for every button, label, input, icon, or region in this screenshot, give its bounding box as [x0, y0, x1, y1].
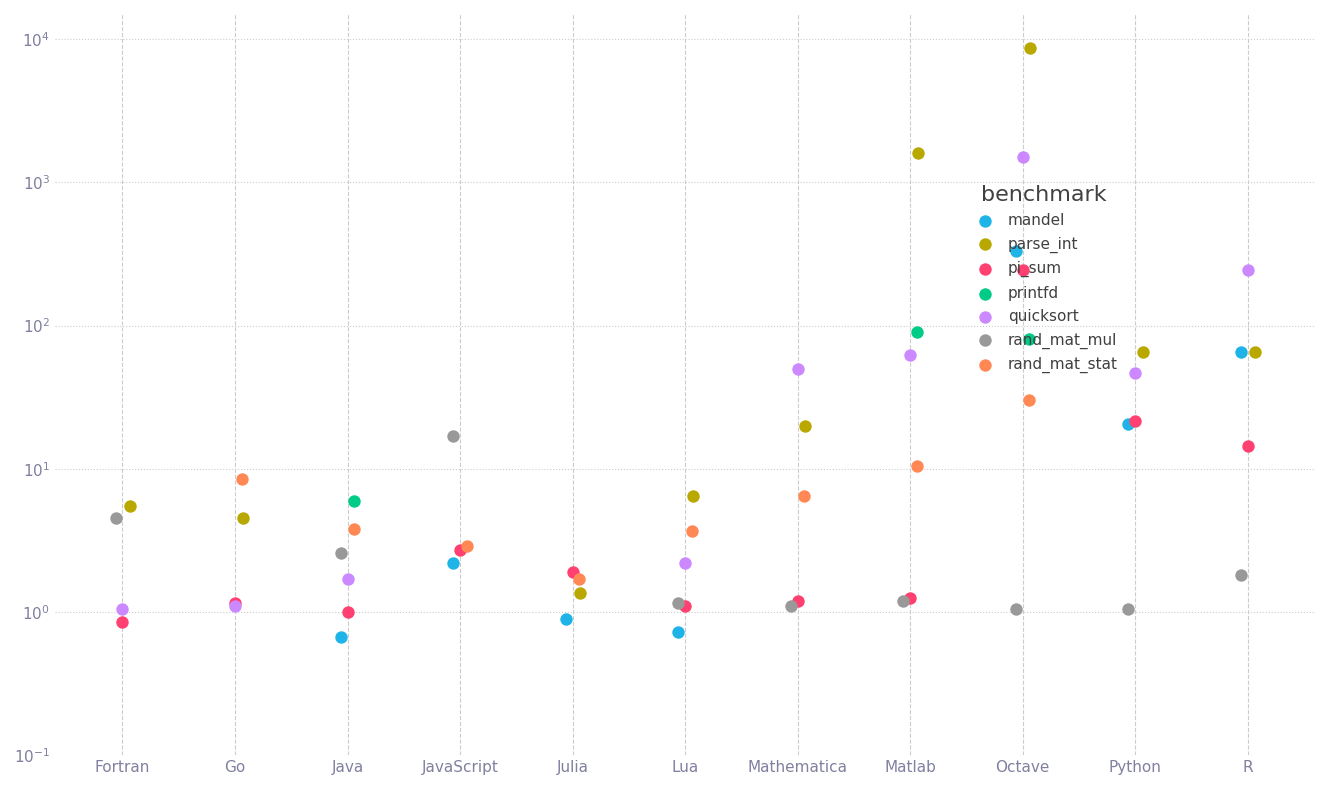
rand_mat_mul	[893, 594, 914, 607]
pi_sum	[900, 592, 921, 604]
rand_mat_mul	[1231, 569, 1252, 581]
Legend: mandel, parse_int, pi_sum, printfd, quicksort, rand_mat_mul, rand_mat_stat: mandel, parse_int, pi_sum, printfd, quic…	[970, 185, 1118, 373]
parse_int	[795, 420, 816, 432]
rand_mat_mul	[330, 546, 351, 559]
pi_sum	[1237, 439, 1259, 452]
rand_mat_stat	[456, 540, 477, 552]
pi_sum	[562, 566, 583, 578]
mandel	[1005, 245, 1026, 258]
parse_int	[570, 587, 591, 600]
pi_sum	[449, 544, 470, 556]
pi_sum	[787, 594, 808, 607]
parse_int	[682, 489, 703, 502]
rand_mat_mul	[1005, 603, 1026, 615]
rand_mat_mul	[105, 512, 126, 525]
mandel	[667, 626, 688, 639]
printfd	[1019, 333, 1041, 346]
pi_sum	[1011, 264, 1033, 276]
pi_sum	[336, 606, 358, 619]
quicksort	[900, 349, 921, 361]
pi_sum	[674, 600, 695, 612]
quicksort	[225, 600, 246, 612]
pi_sum	[1124, 415, 1146, 428]
rand_mat_mul	[443, 429, 464, 442]
parse_int	[120, 499, 141, 512]
rand_mat_mul	[1118, 603, 1139, 615]
rand_mat_stat	[682, 525, 703, 537]
quicksort	[1237, 264, 1259, 276]
mandel	[443, 557, 464, 570]
rand_mat_stat	[344, 522, 365, 535]
parse_int	[1132, 346, 1154, 359]
rand_mat_stat	[793, 489, 815, 502]
pi_sum	[112, 616, 133, 629]
quicksort	[1011, 151, 1033, 163]
rand_mat_mul	[780, 600, 801, 612]
quicksort	[336, 573, 358, 585]
quicksort	[1124, 366, 1146, 379]
pi_sum	[225, 597, 246, 610]
rand_mat_stat	[569, 573, 590, 585]
rand_mat_mul	[667, 597, 688, 610]
quicksort	[787, 362, 808, 375]
parse_int	[233, 512, 254, 525]
parse_int	[1019, 42, 1041, 54]
printfd	[906, 326, 928, 338]
parse_int	[1245, 346, 1267, 359]
quicksort	[112, 603, 133, 615]
quicksort	[674, 557, 695, 570]
rand_mat_stat	[231, 473, 253, 485]
rand_mat_stat	[906, 459, 928, 472]
mandel	[1118, 418, 1139, 431]
mandel	[330, 630, 351, 643]
rand_mat_stat	[1019, 394, 1041, 407]
mandel	[556, 612, 577, 625]
mandel	[1231, 346, 1252, 359]
printfd	[344, 494, 365, 507]
parse_int	[908, 147, 929, 159]
